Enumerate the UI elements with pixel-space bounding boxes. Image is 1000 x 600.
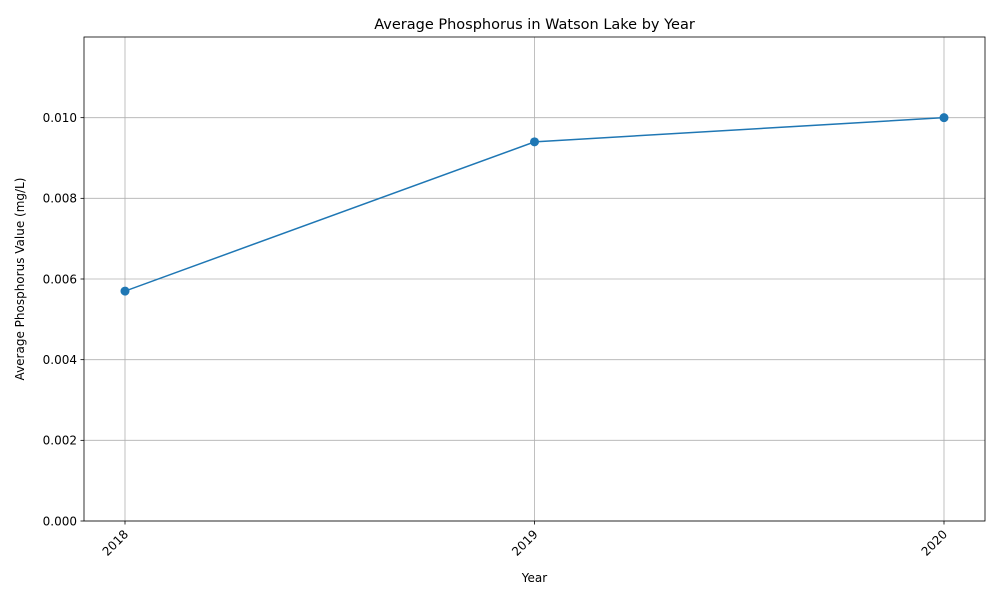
data-point <box>120 286 130 296</box>
y-tick-label: 0.004 <box>43 353 77 367</box>
tick-labels: 0.000 0.002 0.004 0.006 0.008 0.010 2018 2019 20… <box>43 111 950 559</box>
chart-title: Average Phosphorus in Watson Lake by Yea… <box>374 17 695 33</box>
data-point <box>939 113 949 123</box>
x-axis-label: Year <box>521 571 547 585</box>
axes <box>80 36 986 525</box>
y-axis-label: Average Phosphorus Value (mg/L) <box>13 178 27 381</box>
plot-frame <box>83 36 986 522</box>
y-tick-label: 0.000 <box>43 514 77 528</box>
series <box>120 113 949 296</box>
y-tick-label: 0.010 <box>43 111 77 125</box>
x-tick-label: 2018 <box>100 527 131 558</box>
data-point <box>530 137 539 147</box>
grid <box>84 37 985 522</box>
x-tick-label: 2019 <box>509 527 540 558</box>
y-tick-label: 0.008 <box>43 192 77 206</box>
y-tick-label: 0.002 <box>43 434 77 448</box>
x-tick-label: 2020 <box>919 527 950 558</box>
y-tick-label: 0.006 <box>43 272 77 286</box>
